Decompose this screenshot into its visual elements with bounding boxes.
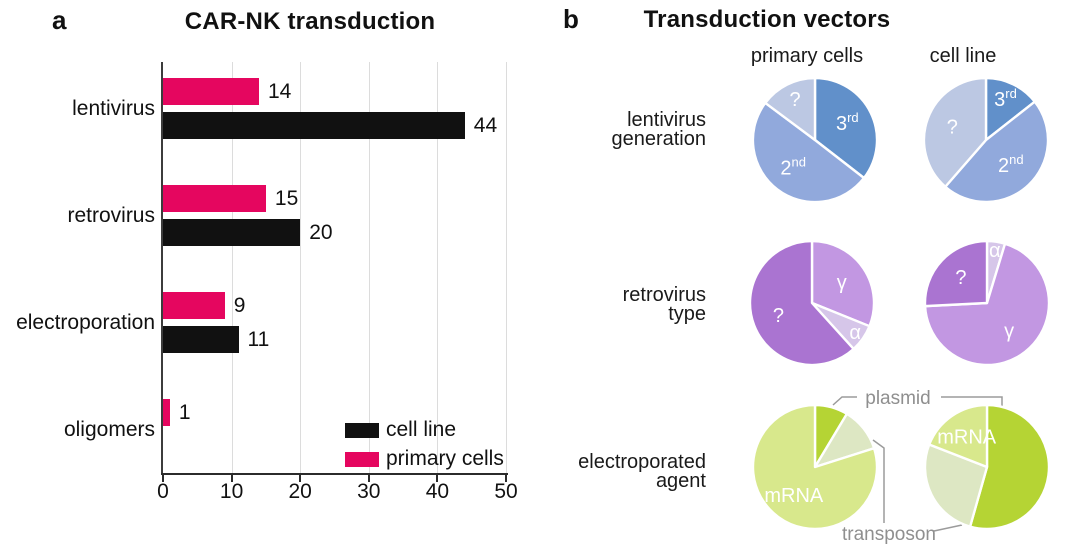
pie-slice-? [922,76,988,188]
pie-slice-2nd [944,100,1050,204]
pie-electroporated-agent-primary-cells: mRNA [749,401,881,533]
pie-slice-label: 2nd [780,154,806,180]
gridline-x-50 [506,62,507,473]
gridline-x-20 [300,62,302,473]
pie-svg: 3rd 2nd? [922,76,1050,204]
pie-slice-label: ? [773,305,784,327]
pie-slice-? [923,239,989,308]
x-tick [505,475,507,482]
gridline-x-40 [437,62,439,473]
pie-slice-label: mRNA [764,485,824,507]
bar-value-label: 44 [473,114,498,137]
row-label-electroporated-agent: electroporated agent [540,451,706,492]
bar-electroporation-cell-line [163,326,239,353]
pie-electroporated-agent-cell-line: mRNA [921,401,1053,533]
pie-slice-label: γ [837,272,847,294]
pie-slice-label: α [849,322,861,344]
x-axis-line [161,473,508,475]
pie-slice-plasmid [968,403,1051,531]
pie-lentivirus-generation-primary-cells: 3rd 2nd? [749,74,881,206]
bar-value-label: 15 [274,187,299,210]
pie-lentivirus-generation-cell-line: 3rd 2nd? [920,74,1052,206]
pie-retrovirus-type-cell-line: α γ? [921,237,1053,369]
pie-slice-label: 3rd [836,110,859,136]
pie-slice-label: 2nd [998,152,1024,178]
x-tick-label: 10 [219,480,244,503]
gridline-x-10 [231,62,233,473]
pie-slice-label: 3rd [994,85,1017,111]
category-label-lentivirus: lentivirus [72,97,155,120]
legend-label-cell-line: cell line [386,418,457,441]
x-tick-label: 30 [357,480,381,503]
pie-retrovirus-type-primary-cells: γ α? [746,237,878,369]
x-tick-label: 20 [288,480,312,503]
pie-svg: mRNA [923,403,1051,531]
x-tick [367,475,370,482]
bar-chart: 0 10 20 30 40 50 14 44 lentivirus 15 20 retrovirus 9… [16,62,518,503]
row-label-line: lentivirus [627,109,706,131]
panel-a-label: a [52,5,67,35]
panel-b-label: b [563,4,579,34]
pie-svg: γ α? [748,239,876,367]
pie-slice-mRNA [928,403,989,469]
pie-slice-label: mRNA [937,426,997,448]
callout-label-transposon: transposon [841,524,936,545]
pie-slice-? [748,239,855,367]
pie-svg: mRNA [751,403,879,531]
x-tick-label: 50 [494,480,518,503]
panel-b-title: Transduction vectors [643,6,891,33]
pie-slice-label: ? [955,267,966,289]
row-label-lentivirus-generation: lentivirus generation [540,109,706,150]
bar-retrovirus-cell-line [163,219,301,246]
bar-value-label: 11 [247,328,270,351]
row-label-line: agent [655,470,706,492]
pie-slice-label: ? [947,116,958,138]
gridline-x-30 [368,62,370,473]
bar-value-label: 14 [268,80,292,103]
category-label-retrovirus: retrovirus [67,204,155,227]
pie-slice-2nd [751,101,866,204]
callout-label-plasmid: plasmid [865,388,931,409]
legend-swatch-cell-line [345,423,379,438]
x-tick-label: 40 [425,480,450,503]
pie-slice-transposon [923,443,989,528]
pie-slice-γ [923,242,1051,367]
pie-slice-label: ? [789,89,800,111]
pie-slice-label: γ [1004,320,1014,342]
pie-svg: 3rd 2nd? [751,76,879,204]
x-tick [230,475,233,482]
bar-value-label: 1 [178,401,191,424]
column-header-cell-line: cell line [929,45,997,67]
pie-slice-3rd [813,76,879,180]
category-label-oligomers: oligomers [63,418,155,441]
row-label-retrovirus-type: retrovirus type [540,284,706,325]
row-label-line: type [668,303,706,325]
column-header-primary-cells: primary cells [750,45,864,67]
bar-lentivirus-cell-line [163,112,465,139]
pie-svg: α γ? [923,239,1051,367]
y-axis-line [161,62,163,473]
bar-value-label: 20 [309,221,333,244]
bar-lentivirus-primary-cells [163,78,259,105]
bar-oligomers-primary-cells [163,399,170,426]
x-tick-label: 0 [157,480,169,503]
x-tick [299,475,302,482]
x-tick [162,475,164,482]
row-label-line: electroporated [578,451,706,473]
pie-slice-mRNA [751,403,879,531]
panel-a-title: CAR-NK transduction [184,8,436,35]
row-label-line: generation [611,128,706,150]
pie-slice-? [764,76,817,142]
legend-label-primary-cells: primary cells [386,447,504,470]
pie-slice-γ [810,239,876,328]
bar-electroporation-primary-cells [163,292,225,319]
row-label-line: retrovirus [622,284,706,306]
legend-swatch-primary-cells [345,452,379,467]
bar-retrovirus-primary-cells [163,185,266,212]
x-tick [436,475,439,482]
bar-value-label: 9 [233,294,246,317]
pie-slice-label: α [989,240,1001,262]
category-label-electroporation: electroporation [16,311,155,334]
